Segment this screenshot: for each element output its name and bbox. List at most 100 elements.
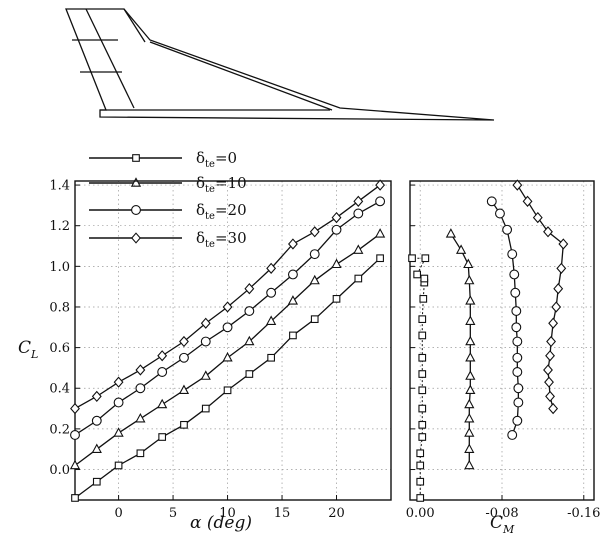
moment-point-square bbox=[418, 404, 427, 413]
lift-point-square bbox=[267, 353, 275, 362]
legend-marker-square bbox=[132, 154, 140, 162]
lift-point-circle bbox=[244, 306, 255, 316]
lift-point-square bbox=[71, 494, 79, 502]
moment-point-square bbox=[416, 477, 425, 486]
legend-label: δte=20 bbox=[196, 201, 247, 222]
lift-series-square bbox=[71, 254, 384, 502]
lift-point-square bbox=[92, 477, 101, 486]
lift-point-triangle bbox=[91, 443, 102, 453]
lift-point-square bbox=[289, 331, 297, 340]
legend-item-diamond: δte=30 bbox=[89, 229, 247, 250]
moment-panel: 0.00 -0.08 -0.16 bbox=[406, 179, 600, 521]
lift-point-triangle bbox=[266, 315, 277, 325]
lift-point-circle bbox=[70, 430, 80, 440]
moment-point-triangle bbox=[464, 459, 475, 470]
moment-point-diamond bbox=[544, 376, 554, 388]
lift-point-diamond bbox=[135, 364, 146, 376]
moment-point-square bbox=[416, 461, 425, 470]
moment-point-circle bbox=[512, 367, 523, 377]
lift-point-diamond bbox=[244, 283, 255, 295]
legend-label: δte=0 bbox=[196, 149, 237, 170]
moment-x-tick-label: -0.16 bbox=[567, 506, 600, 521]
moment-point-triangle bbox=[464, 398, 475, 409]
lift-point-circle bbox=[375, 196, 386, 207]
wing-outline bbox=[65, 8, 495, 121]
moment-point-circle bbox=[511, 306, 522, 316]
moment-point-diamond bbox=[558, 238, 569, 250]
wing-spar-line-2 bbox=[123, 8, 146, 43]
moment-point-diamond bbox=[553, 283, 564, 295]
lift-x-tick-label: 15 bbox=[274, 506, 291, 521]
legend: δte=0 δte=10 δte=20 δte=30 bbox=[89, 149, 247, 250]
lift-series-diamond bbox=[70, 179, 386, 415]
moment-point-diamond bbox=[543, 226, 553, 238]
legend-item-square: δte=0 bbox=[89, 149, 237, 170]
lift-point-triangle bbox=[222, 352, 233, 362]
lift-series-triangle bbox=[69, 228, 386, 470]
lift-x-tick-label: 5 bbox=[169, 506, 177, 521]
lift-point-triangle bbox=[287, 295, 299, 305]
x-axis-title: α (deg) bbox=[190, 513, 252, 533]
moment-x-tick-label: 0.00 bbox=[406, 506, 435, 521]
lift-y-tick-label: 0.6 bbox=[49, 341, 70, 356]
lift-point-square bbox=[376, 254, 384, 263]
lift-series bbox=[69, 179, 386, 502]
lift-point-diamond bbox=[179, 335, 189, 348]
lift-x-tick-label: 20 bbox=[328, 506, 345, 521]
lift-point-square bbox=[245, 370, 254, 378]
moment-point-triangle bbox=[464, 443, 475, 453]
moment-point-triangle bbox=[465, 315, 476, 325]
lift-point-triangle bbox=[69, 459, 81, 470]
lift-point-circle bbox=[200, 336, 211, 347]
moment-point-square bbox=[408, 254, 416, 263]
lift-point-diamond bbox=[331, 211, 342, 224]
legend-label: δte=30 bbox=[196, 229, 247, 250]
lift-y-tick-label: 1.2 bbox=[49, 219, 70, 234]
lift-point-square bbox=[158, 433, 167, 441]
lift-line-triangle bbox=[74, 233, 381, 466]
moment-point-circle bbox=[495, 208, 505, 219]
moment-point-triangle bbox=[445, 228, 457, 238]
lift-point-square bbox=[332, 294, 341, 303]
lift-y-tick-label: 0.8 bbox=[49, 300, 70, 315]
lift-point-diamond bbox=[353, 195, 364, 207]
moment-point-square bbox=[418, 420, 427, 429]
lift-x-tick-label: 0 bbox=[114, 506, 122, 521]
lift-point-triangle bbox=[178, 384, 190, 395]
legend-marker-diamond bbox=[131, 232, 141, 244]
lift-point-circle bbox=[266, 287, 277, 298]
lift-y-tick-label: 1.4 bbox=[49, 179, 70, 194]
lift-point-triangle bbox=[135, 412, 146, 423]
lift-point-circle bbox=[135, 383, 146, 394]
moment-point-diamond bbox=[543, 364, 553, 376]
moment-series bbox=[408, 179, 569, 502]
moment-point-triangle bbox=[455, 244, 467, 254]
moment-point-diamond bbox=[548, 317, 559, 329]
lift-point-square bbox=[180, 420, 188, 429]
lift-point-circle bbox=[309, 249, 320, 260]
moment-point-circle bbox=[511, 322, 522, 333]
moment-series-diamond bbox=[512, 179, 569, 415]
moment-point-circle bbox=[507, 430, 518, 440]
lift-ticks: 0 5 10 15 20 0.0 0.2 0.4 0.6 0.8 1.0 1.2 1.4 bbox=[49, 179, 344, 521]
moment-point-diamond bbox=[548, 402, 559, 415]
moment-point-diamond bbox=[545, 390, 555, 403]
moment-point-diamond bbox=[545, 350, 555, 362]
moment-point-triangle bbox=[464, 427, 475, 437]
lift-point-square bbox=[310, 315, 319, 324]
moment-point-square bbox=[418, 433, 427, 441]
lift-point-triangle bbox=[113, 427, 124, 437]
lift-point-circle bbox=[287, 269, 298, 280]
legend-marker-circle bbox=[131, 205, 141, 215]
lift-y-tick-label: 0.0 bbox=[49, 463, 70, 478]
moment-axis-title: CM bbox=[490, 513, 515, 536]
moment-series-circle bbox=[486, 196, 524, 440]
lift-point-circle bbox=[91, 415, 102, 426]
wing-spar-line-1 bbox=[85, 8, 135, 109]
lift-point-diamond bbox=[70, 402, 80, 415]
moment-point-diamond bbox=[532, 211, 543, 224]
lift-point-circle bbox=[331, 224, 342, 235]
moment-point-diamond bbox=[522, 195, 533, 207]
lift-point-diamond bbox=[157, 350, 168, 362]
